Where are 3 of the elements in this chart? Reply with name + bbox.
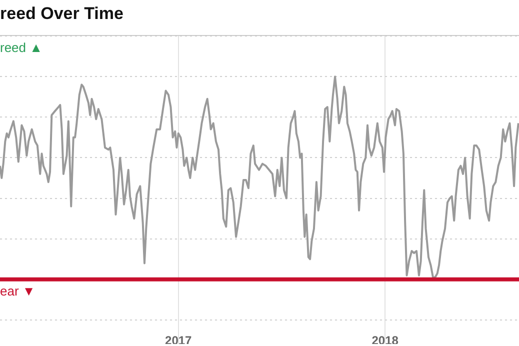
text: reed ▲ — [0, 40, 42, 55]
ref-line-label: ear ▼ — [0, 284, 36, 299]
chart-title: reed Over Time — [0, 4, 124, 24]
